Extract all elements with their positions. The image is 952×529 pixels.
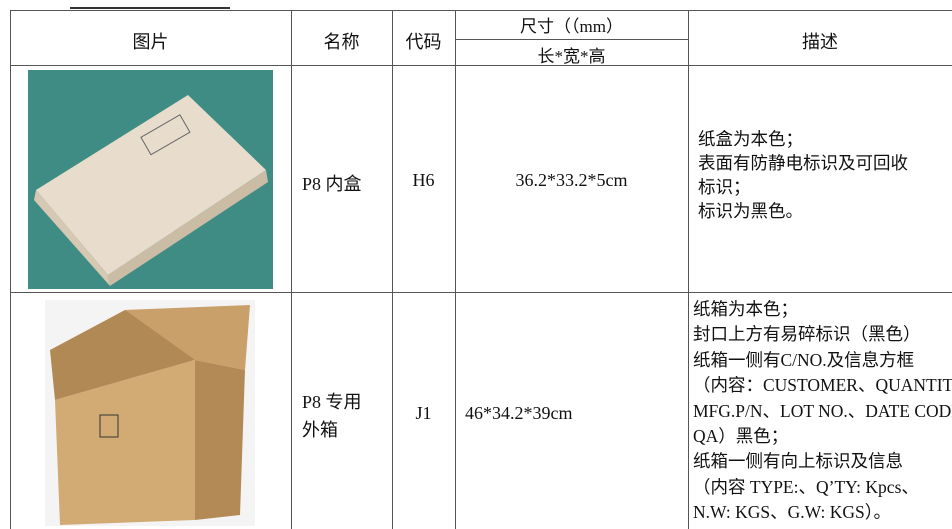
header-cell: 图片	[132, 32, 169, 52]
description-line: N.W: KGS、G.W: KGS）。	[693, 502, 892, 523]
description-line: 纸箱为本色；	[693, 299, 798, 319]
description-line: QA）黑色；	[693, 426, 789, 446]
description-line: 封口上方有易碎标识（黑色）	[693, 324, 921, 345]
decor-line	[70, 7, 230, 9]
product-photo	[45, 300, 255, 526]
description-line: 标识为黑色。	[698, 201, 803, 221]
rule	[10, 292, 952, 293]
rule	[455, 10, 456, 529]
description-line: 表面有防静电标识及可回收	[698, 153, 908, 173]
name-cell: P8 内盒	[302, 174, 362, 194]
rule	[688, 10, 689, 529]
rule	[10, 65, 952, 66]
description-line: 标识；	[698, 177, 751, 197]
code-cell: H6	[412, 170, 435, 190]
header-cell: 描述	[802, 32, 838, 52]
description-line: 纸箱一侧有C/NO.及信息方框	[693, 349, 915, 370]
header-cell: 名称	[323, 32, 360, 52]
header-cell: 尺寸（（mm）	[520, 17, 623, 36]
rule	[291, 10, 292, 529]
name-cell: P8 专用 外箱	[302, 388, 362, 444]
name-line: P8 专用	[302, 392, 362, 412]
rule	[392, 10, 393, 529]
rule	[455, 39, 688, 40]
size-cell: 46*34.2*39cm	[465, 403, 573, 423]
header-cell: 长*宽*高	[537, 47, 606, 66]
description-line: （内容 TYPE:、Q’TY: Kpcs、	[693, 476, 919, 497]
name-line: 外箱	[302, 420, 338, 440]
description-line: 纸箱一侧有向上标识及信息	[693, 451, 903, 472]
rule	[10, 10, 11, 529]
code-cell: J1	[415, 403, 432, 423]
size-cell: 36.2*33.2*5cm	[515, 170, 628, 190]
description-line: （内容：CUSTOMER、QUANTITY、	[693, 375, 952, 396]
product-photo	[28, 70, 273, 289]
description-line: MFG.P/N、LOT NO.、DATE CODE、	[693, 400, 952, 421]
rule	[10, 10, 952, 11]
header-cell: 代码	[405, 32, 442, 52]
description-line: 纸盒为本色；	[698, 129, 803, 149]
